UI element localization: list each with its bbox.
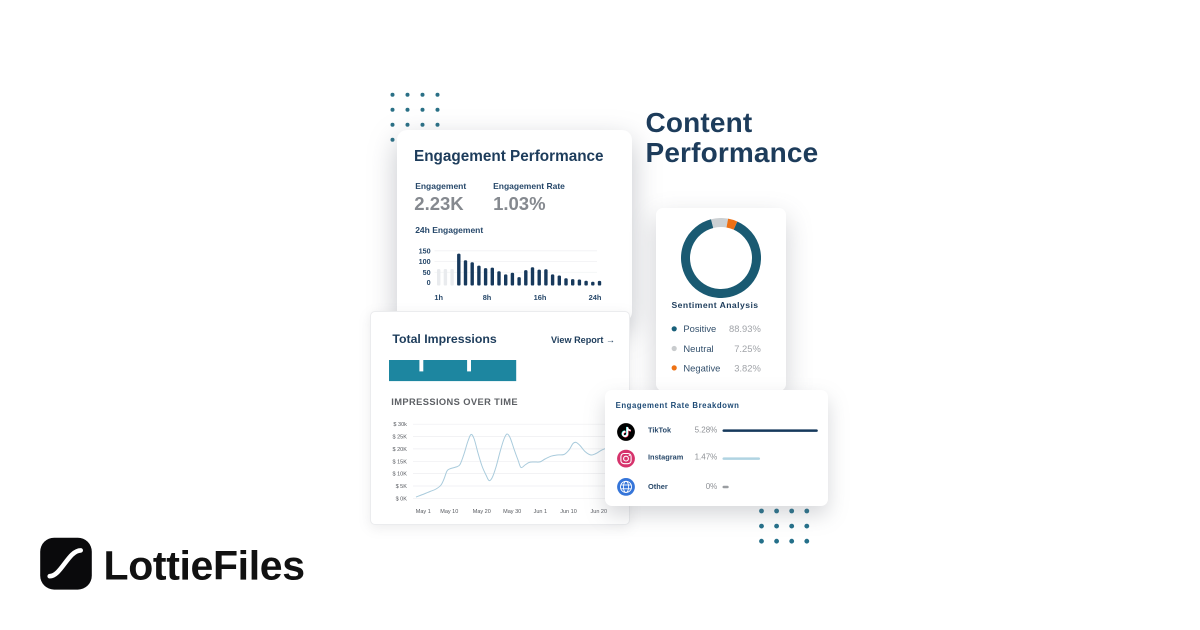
svg-text:7.25%: 7.25% (734, 343, 761, 354)
svg-text:Neutral: Neutral (683, 343, 713, 354)
svg-text:Jun 10: Jun 10 (560, 509, 577, 515)
svg-text:100: 100 (419, 257, 431, 266)
svg-text:May 20: May 20 (473, 509, 491, 515)
svg-text:$ 10K: $ 10K (393, 472, 408, 478)
svg-text:Positive: Positive (683, 323, 716, 334)
svg-text:$ 30k: $ 30k (393, 422, 407, 428)
svg-text:88.93%: 88.93% (729, 323, 761, 334)
svg-text:50: 50 (423, 268, 431, 277)
svg-text:Jun 1: Jun 1 (534, 509, 547, 515)
svg-text:1.47%: 1.47% (695, 453, 718, 462)
svg-text:$ 15K: $ 15K (393, 459, 408, 465)
svg-text:150: 150 (419, 246, 431, 255)
svg-text:LottieFiles: LottieFiles (104, 543, 305, 589)
svg-text:Negative: Negative (683, 363, 720, 374)
svg-text:24h: 24h (589, 293, 602, 302)
svg-text:0: 0 (427, 278, 431, 287)
svg-text:Instagram: Instagram (648, 453, 684, 462)
svg-text:$ 25K: $ 25K (393, 435, 408, 441)
svg-text:$ 0K: $ 0K (396, 496, 408, 502)
svg-text:Jun 20: Jun 20 (591, 509, 608, 515)
svg-text:Other: Other (648, 482, 668, 491)
svg-text:3.82%: 3.82% (734, 363, 761, 374)
svg-text:0%: 0% (706, 482, 718, 491)
svg-text:May 10: May 10 (440, 509, 458, 515)
svg-text:May 30: May 30 (503, 509, 521, 515)
svg-text:8h: 8h (483, 293, 492, 302)
svg-text:$ 20K: $ 20K (393, 447, 408, 453)
svg-text:$ 5K: $ 5K (396, 484, 408, 490)
svg-text:TikTok: TikTok (648, 426, 672, 435)
svg-text:May 1: May 1 (416, 509, 431, 515)
svg-text:1h: 1h (434, 293, 443, 302)
svg-text:16h: 16h (534, 293, 547, 302)
svg-text:5.28%: 5.28% (695, 426, 718, 435)
